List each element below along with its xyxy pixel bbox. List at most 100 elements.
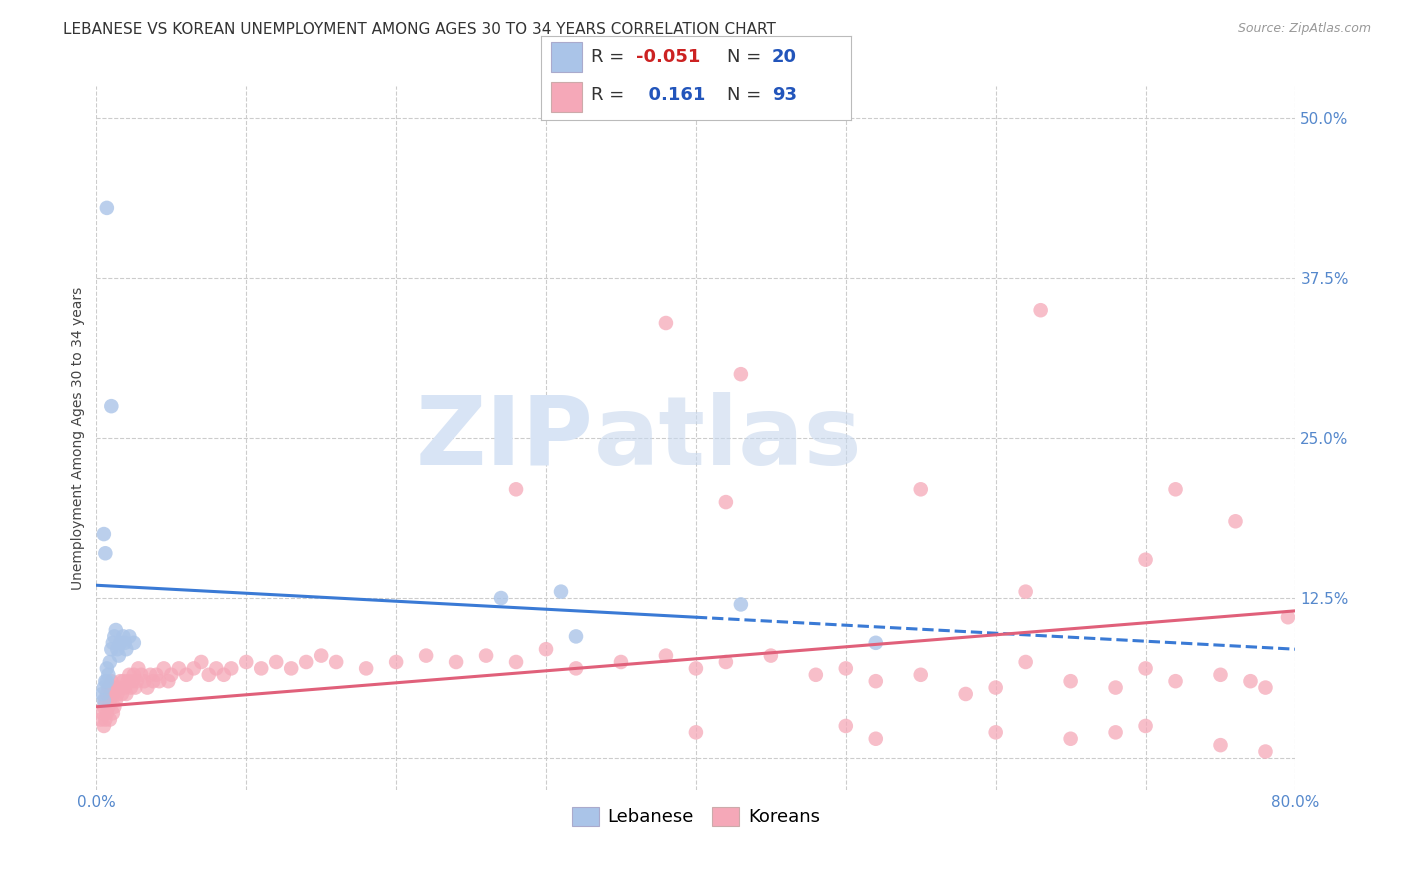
- Point: [655, 316, 678, 330]
- Text: R =: R =: [591, 87, 630, 104]
- Point: [264, 655, 287, 669]
- Point: [112, 629, 135, 643]
- Point: [685, 661, 707, 675]
- Point: [110, 636, 132, 650]
- Point: [730, 598, 752, 612]
- Point: [1209, 738, 1232, 752]
- Point: [219, 661, 242, 675]
- Text: 0.161: 0.161: [636, 87, 704, 104]
- Legend: Lebanese, Koreans: Lebanese, Koreans: [564, 800, 828, 834]
- Point: [122, 667, 145, 681]
- Point: [105, 687, 128, 701]
- Point: [714, 655, 737, 669]
- Point: [160, 667, 183, 681]
- Point: [114, 636, 136, 650]
- Point: [93, 719, 115, 733]
- Point: [104, 693, 127, 707]
- Point: [112, 674, 135, 689]
- Point: [96, 201, 118, 215]
- Point: [489, 591, 512, 605]
- Point: [98, 713, 121, 727]
- Point: [197, 667, 219, 681]
- Point: [157, 674, 180, 689]
- Point: [93, 699, 115, 714]
- Point: [91, 687, 114, 701]
- Point: [250, 661, 273, 675]
- Point: [804, 667, 827, 681]
- Point: [205, 661, 228, 675]
- Point: [124, 681, 146, 695]
- Point: [94, 693, 117, 707]
- Point: [94, 546, 117, 560]
- Point: [714, 495, 737, 509]
- Point: [1014, 584, 1036, 599]
- Point: [127, 661, 149, 675]
- Text: R =: R =: [591, 48, 630, 66]
- Point: [142, 674, 165, 689]
- Point: [96, 687, 118, 701]
- FancyBboxPatch shape: [551, 43, 582, 72]
- Point: [309, 648, 332, 663]
- Point: [835, 719, 858, 733]
- Point: [415, 648, 437, 663]
- Point: [865, 674, 887, 689]
- Point: [111, 687, 134, 701]
- Point: [534, 642, 557, 657]
- Point: [108, 648, 131, 663]
- Point: [110, 674, 132, 689]
- Point: [94, 674, 117, 689]
- Point: [96, 674, 118, 689]
- Point: [1239, 674, 1261, 689]
- Point: [131, 667, 153, 681]
- Text: N =: N =: [727, 87, 766, 104]
- Text: ZIP: ZIP: [416, 392, 593, 484]
- Point: [1254, 745, 1277, 759]
- Point: [118, 629, 141, 643]
- Point: [134, 674, 156, 689]
- Point: [97, 681, 120, 695]
- Point: [145, 667, 167, 681]
- Point: [93, 681, 115, 695]
- Point: [325, 655, 347, 669]
- Point: [94, 713, 117, 727]
- Point: [910, 483, 932, 497]
- Point: [655, 648, 678, 663]
- Text: LEBANESE VS KOREAN UNEMPLOYMENT AMONG AGES 30 TO 34 YEARS CORRELATION CHART: LEBANESE VS KOREAN UNEMPLOYMENT AMONG AG…: [63, 22, 776, 37]
- Point: [91, 706, 114, 721]
- Point: [139, 667, 162, 681]
- Point: [183, 661, 205, 675]
- Point: [295, 655, 318, 669]
- Point: [610, 655, 633, 669]
- Text: 20: 20: [772, 48, 797, 66]
- Point: [100, 399, 122, 413]
- Point: [1135, 552, 1157, 566]
- Point: [1059, 731, 1081, 746]
- Point: [1104, 681, 1126, 695]
- Point: [1104, 725, 1126, 739]
- Point: [108, 681, 131, 695]
- Point: [97, 699, 120, 714]
- Point: [685, 725, 707, 739]
- Point: [1059, 674, 1081, 689]
- Point: [235, 655, 257, 669]
- Point: [115, 642, 138, 657]
- Point: [93, 527, 115, 541]
- Text: -0.051: -0.051: [636, 48, 700, 66]
- Point: [475, 648, 498, 663]
- Point: [105, 642, 128, 657]
- Point: [96, 706, 118, 721]
- Point: [1164, 674, 1187, 689]
- Point: [910, 667, 932, 681]
- Point: [98, 693, 121, 707]
- Point: [354, 661, 377, 675]
- Point: [118, 667, 141, 681]
- Point: [100, 674, 122, 689]
- Text: 93: 93: [772, 87, 797, 104]
- Point: [865, 731, 887, 746]
- Point: [759, 648, 782, 663]
- Text: atlas: atlas: [593, 392, 863, 484]
- Point: [101, 706, 124, 721]
- Point: [104, 623, 127, 637]
- Point: [100, 642, 122, 657]
- Point: [1014, 655, 1036, 669]
